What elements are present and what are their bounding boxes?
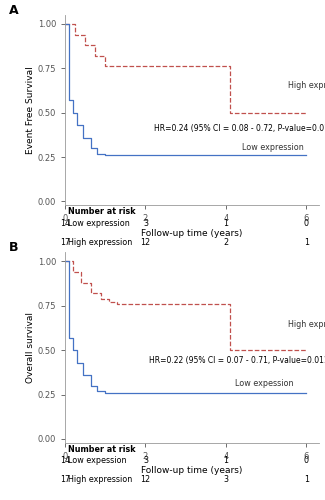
Text: HR=0.22 (95% CI = 0.07 - 0.71, P-value=0.011): HR=0.22 (95% CI = 0.07 - 0.71, P-value=0… (149, 356, 325, 366)
Text: Number at risk: Number at risk (68, 208, 135, 216)
Text: 12: 12 (140, 238, 150, 246)
Y-axis label: Event Free Survival: Event Free Survival (26, 66, 35, 154)
Text: 1: 1 (224, 456, 228, 465)
Text: Number at risk: Number at risk (68, 445, 135, 454)
X-axis label: Follow-up time (years): Follow-up time (years) (141, 228, 242, 237)
X-axis label: Follow-up time (years): Follow-up time (years) (141, 466, 242, 475)
Text: A: A (9, 4, 19, 16)
Text: High expression: High expression (68, 475, 132, 484)
Text: 3: 3 (143, 218, 148, 228)
Text: HR=0.24 (95% CI = 0.08 - 0.72, P-value=0.011): HR=0.24 (95% CI = 0.08 - 0.72, P-value=0… (154, 124, 325, 134)
Text: 3: 3 (143, 456, 148, 465)
Text: 17: 17 (60, 238, 70, 246)
Text: High expression: High expression (288, 320, 325, 329)
Text: 0: 0 (304, 456, 309, 465)
Text: Low expession: Low expession (68, 456, 126, 465)
Text: B: B (9, 241, 19, 254)
Text: 1: 1 (224, 218, 228, 228)
Text: High expression: High expression (288, 81, 325, 90)
Text: High expression: High expression (68, 238, 132, 246)
Text: 14: 14 (60, 456, 70, 465)
Text: Low expression: Low expression (68, 218, 129, 228)
Text: 12: 12 (140, 475, 150, 484)
Text: Low expression: Low expression (242, 144, 304, 152)
Text: 3: 3 (224, 475, 228, 484)
Text: Low expession: Low expession (235, 379, 293, 388)
Text: 2: 2 (223, 238, 228, 246)
Text: 1: 1 (304, 475, 309, 484)
Text: 14: 14 (60, 218, 70, 228)
Y-axis label: Overall survival: Overall survival (26, 312, 35, 383)
Text: 1: 1 (304, 238, 309, 246)
Text: 17: 17 (60, 475, 70, 484)
Text: 0: 0 (304, 218, 309, 228)
